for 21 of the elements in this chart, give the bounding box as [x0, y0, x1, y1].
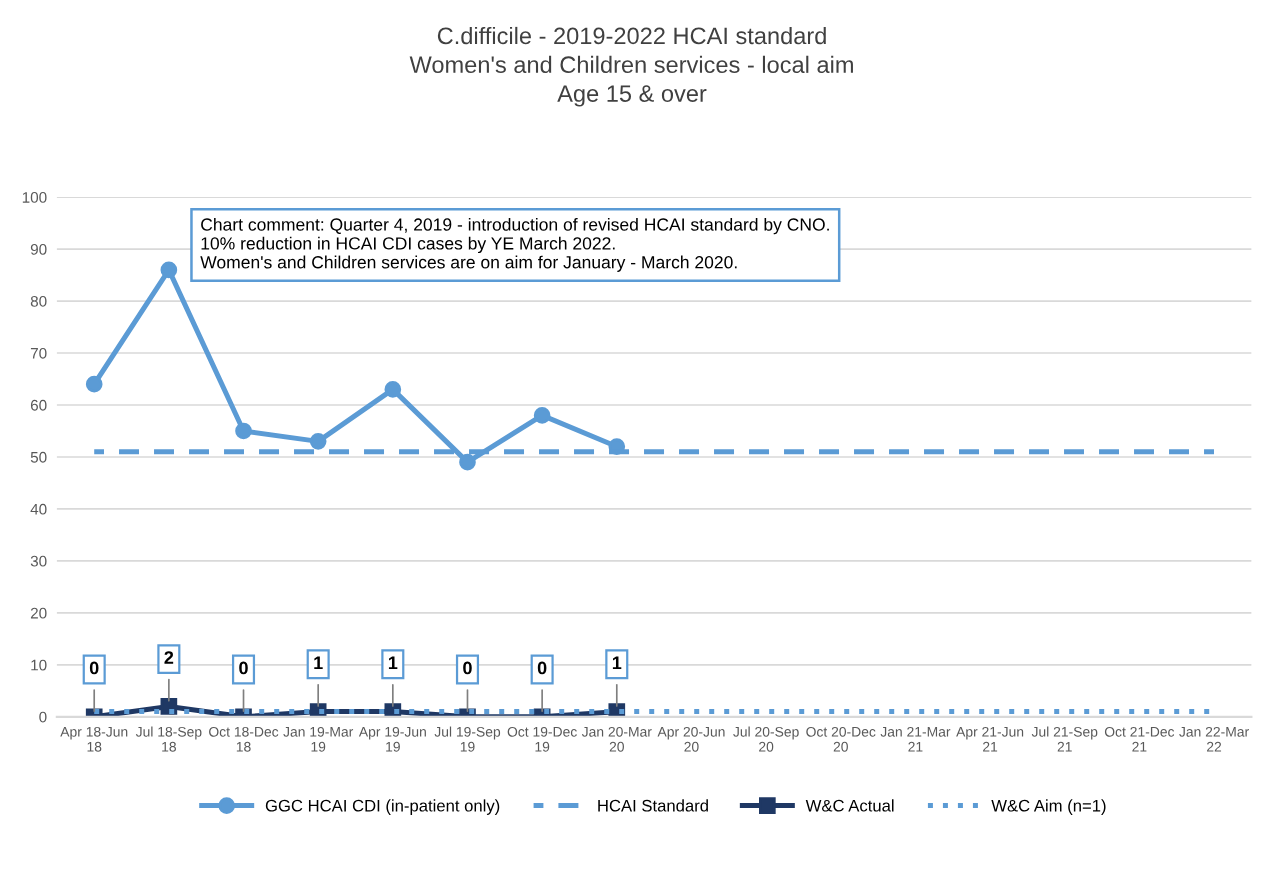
data-label: 0: [463, 661, 472, 675]
point: [384, 381, 402, 398]
data-label: 1: [612, 656, 622, 669]
point: [309, 433, 327, 450]
data-label: 1: [314, 656, 323, 669]
data-label: 1: [388, 656, 398, 669]
point: [459, 453, 476, 471]
point: [85, 375, 103, 393]
data-label: 0: [537, 661, 547, 675]
point: [235, 422, 252, 440]
data-label: 0: [89, 661, 99, 675]
legend-label: W&C Aim (n=1): [991, 799, 1106, 815]
chart-title: C.difficile - 2019-2022 HCAI standard Women's and Children services - local aim Age 15 & over: [409, 26, 853, 107]
legend-label: HCAI Standard: [598, 799, 708, 812]
legend-label: GGC HCAI CDI (in-patient only): [265, 799, 500, 815]
point: [533, 407, 551, 424]
legend-label: W&C Actual: [805, 799, 894, 812]
data-label: 2: [164, 651, 174, 664]
data-label: 0: [239, 661, 248, 675]
annotation: Chart comment: Quarter 4, 2019 - introduction of revised HCAI standard by CNO. 10% reduction in HCAI CDI cases by YE March 2022. Women's and Children services are on aim for January - March 2020.: [200, 217, 829, 272]
point: [160, 261, 178, 279]
